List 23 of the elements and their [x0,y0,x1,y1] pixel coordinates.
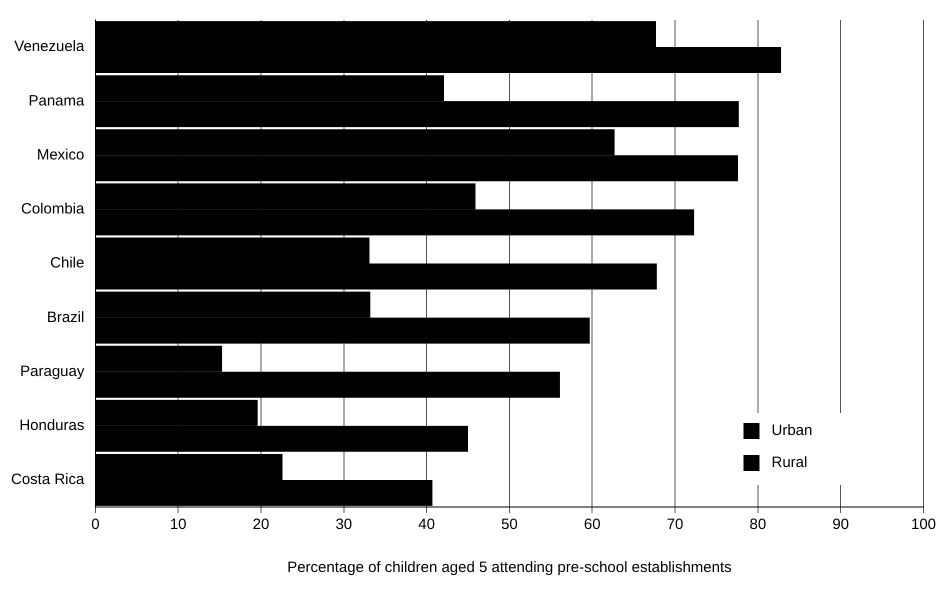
legend-label: Urban [771,422,812,440]
y-tick-label: Paraguay [20,362,85,380]
x-tick-label: 30 [335,516,352,534]
y-tick-label: Panama [28,92,86,110]
x-tick-label: 20 [252,516,270,534]
x-tick-label: 60 [584,516,601,534]
y-tick-label: Venezuela [14,38,85,56]
x-tick-label: 90 [832,516,850,534]
y-tick-label: Honduras [19,416,84,434]
y-tick-label: Chile [50,254,84,272]
x-tick-label: 50 [501,516,518,534]
y-tick-label: Costa Rica [11,471,86,488]
y-tick-label: Brazil [46,308,84,326]
y-tick-label: Mexico [36,146,84,164]
x-tick-label: 0 [91,516,100,534]
x-tick-label: 100 [910,516,936,534]
y-tick-label: Colombia [20,200,86,218]
x-axis-title: Percentage of children aged 5 attending pre-school establishments [287,559,732,576]
x-tick-label: 80 [750,516,766,534]
x-tick-label: 10 [170,516,187,534]
x-tick-label: 70 [666,516,684,534]
legend-label: Rural [771,454,808,472]
x-tick-label: 40 [418,516,435,534]
